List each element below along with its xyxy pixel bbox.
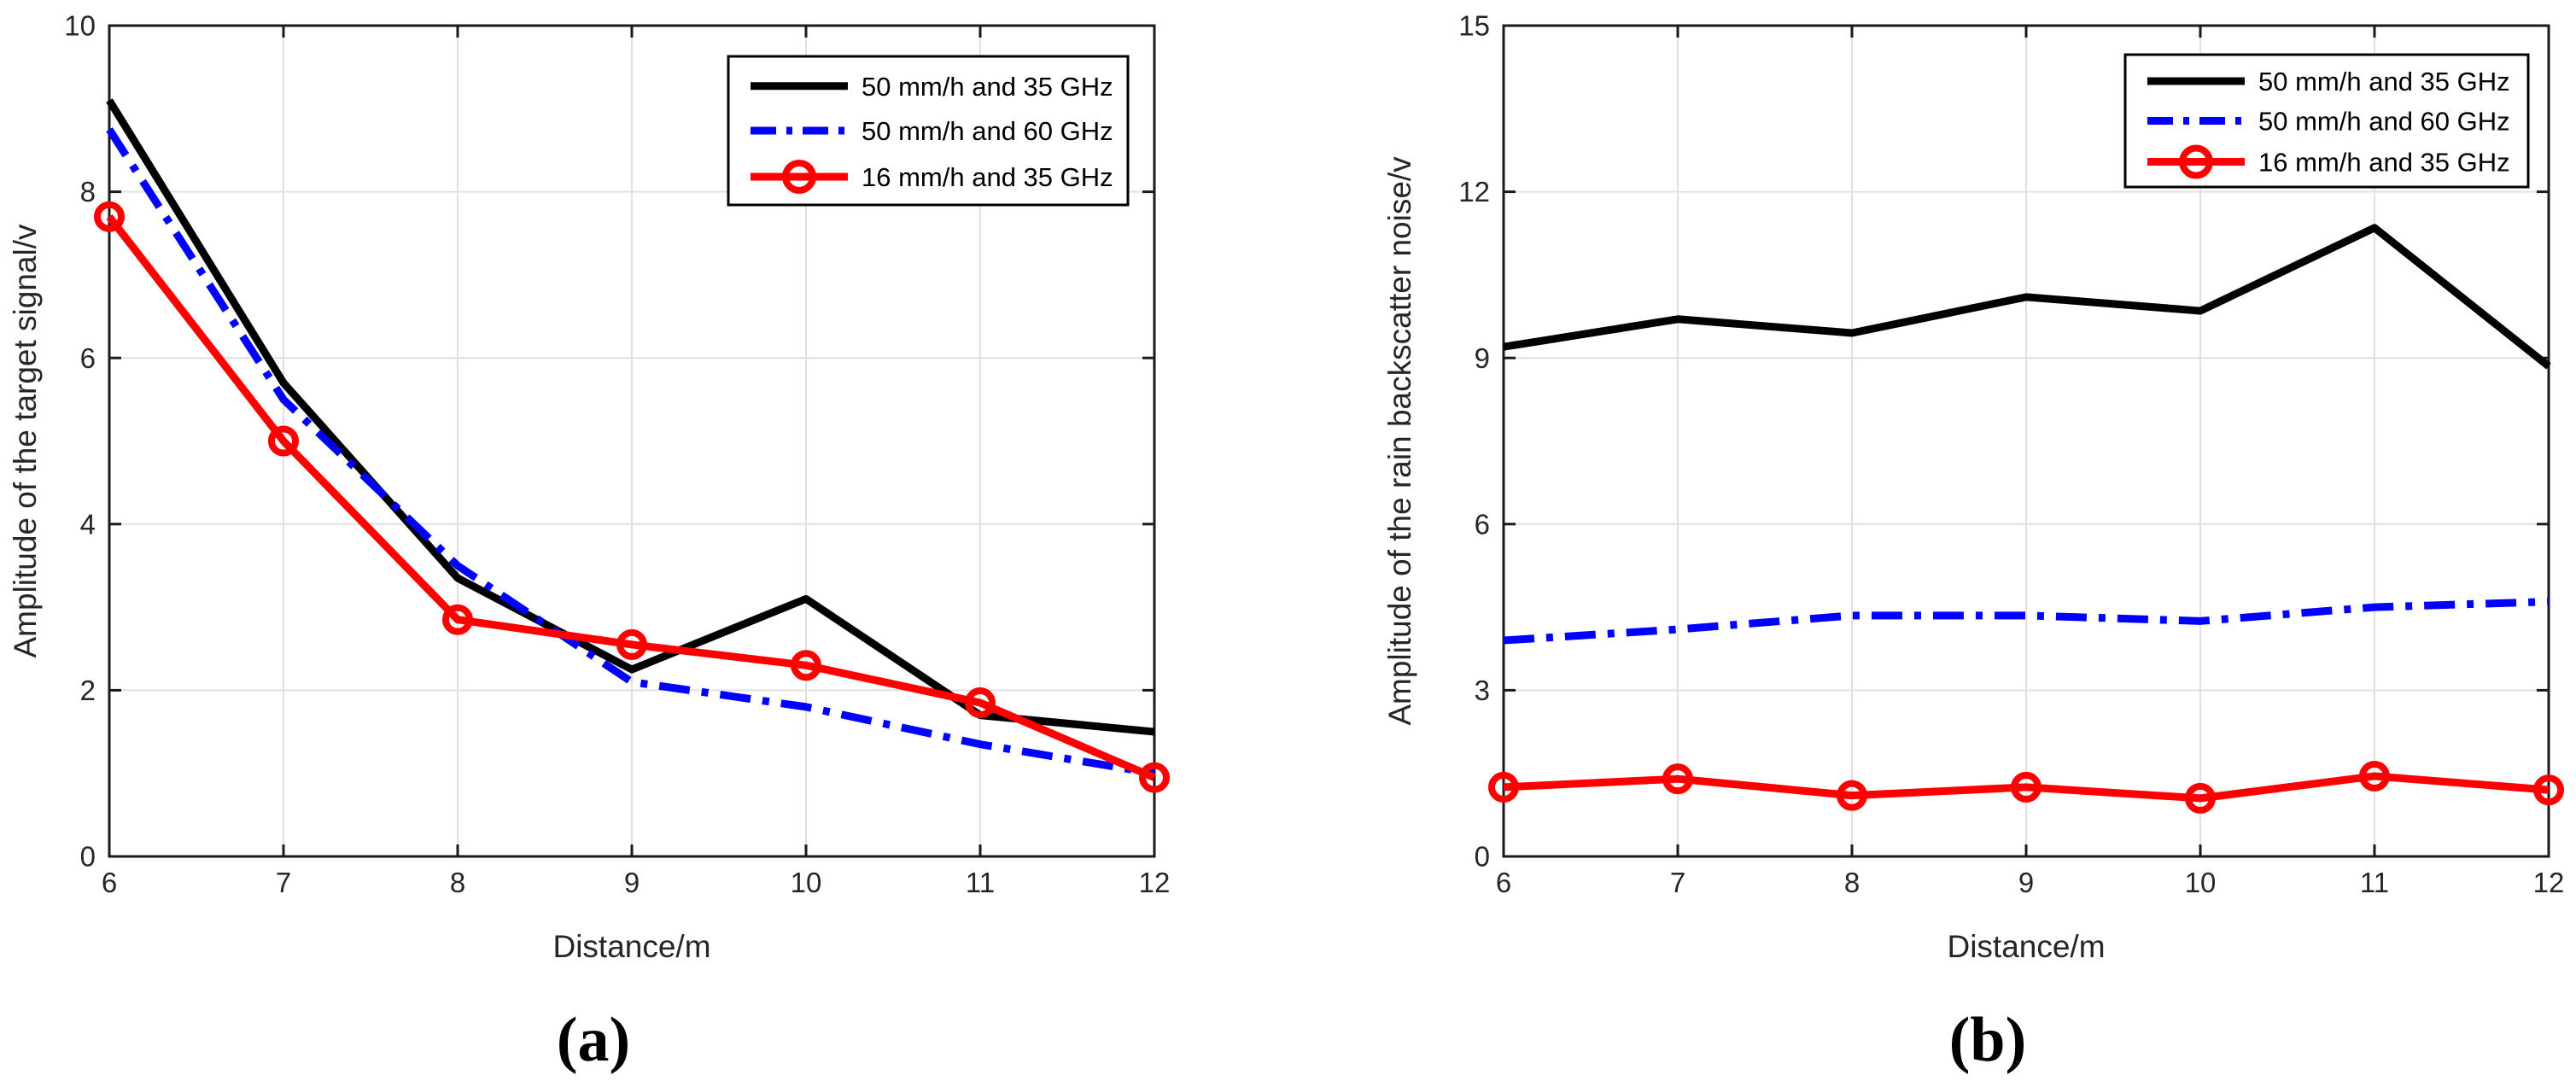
x-tick-label: 6 (102, 867, 117, 898)
series-marker (2359, 760, 2390, 792)
x-tick-label: 11 (966, 867, 995, 898)
y-tick-label: 6 (80, 342, 96, 374)
series-marker (2533, 774, 2564, 806)
x-tick-label: 8 (1844, 867, 1860, 898)
y-axis-label: Amplitude of the target signal/v (8, 224, 43, 658)
series-line-1 (106, 127, 1155, 778)
y-tick-label: 2 (80, 675, 96, 706)
series-marker (2185, 782, 2216, 814)
y-tick-label: 15 (1458, 10, 1490, 42)
series-line-2 (1503, 772, 2550, 803)
y-axis-label: Amplitude of the rain backscatter noise/… (1382, 156, 1417, 726)
series-marker (965, 687, 996, 718)
y-tick-label: 10 (64, 10, 96, 42)
y-tick-label: 8 (80, 176, 96, 207)
series-line-1 (1503, 598, 2550, 645)
series-marker (1662, 763, 1693, 795)
subplot-caption: (b) (1949, 1005, 2026, 1075)
legend-label: 50 mm/h and 35 GHz (862, 72, 1113, 102)
legend: 50 mm/h and 35 GHz 50 mm/h and 60 GHz 16 m… (2123, 53, 2530, 189)
x-axis-label: Distance/m (552, 929, 710, 964)
x-tick-label: 7 (1670, 867, 1685, 898)
plot-box (108, 24, 1156, 858)
legend-label: 16 mm/h and 35 GHz (862, 162, 1113, 192)
series-marker (94, 201, 125, 232)
series-marker (616, 628, 647, 660)
x-tick-label: 12 (1139, 867, 1171, 898)
series-marker (1488, 771, 1519, 803)
x-tick-label: 8 (450, 867, 465, 898)
subplot-caption: (a) (557, 1005, 630, 1075)
series-line-2 (106, 214, 1156, 781)
y-tick-label: 12 (1458, 176, 1490, 207)
series-marker (1837, 780, 1867, 811)
legend-label: 50 mm/h and 35 GHz (2258, 67, 2510, 96)
y-tick-label: 3 (1475, 675, 1490, 706)
x-tick-label: 6 (1496, 867, 1511, 898)
chart-a: 6 7 8 9 10 11 12 0 2 4 6 8 10 Distance/m Amplitude of … (8, 10, 1170, 1075)
plot-box (1502, 24, 2550, 858)
y-tick-label: 4 (80, 508, 96, 540)
legend-label: 50 mm/h and 60 GHz (2258, 107, 2510, 137)
series-marker (268, 425, 299, 457)
x-tick-label: 12 (2533, 867, 2565, 898)
series-line-0 (1503, 224, 2551, 370)
legend-label: 16 mm/h and 35 GHz (2258, 148, 2510, 178)
y-tick-label: 9 (1475, 342, 1490, 374)
y-tick-label: 0 (80, 841, 96, 873)
chart-b: 6 7 8 9 10 11 12 0 3 6 9 12 15 Distance/m Amplitude of… (1382, 10, 2564, 1075)
legend-sample-marker (782, 159, 816, 194)
x-tick-label: 7 (276, 867, 291, 898)
x-axis-label: Distance/m (1947, 929, 2105, 964)
x-tick-label: 10 (2185, 867, 2217, 898)
x-tick-label: 10 (791, 867, 822, 898)
legend-label: 50 mm/h and 60 GHz (862, 116, 1113, 146)
y-tick-label: 0 (1475, 841, 1490, 873)
x-tick-label: 11 (2360, 867, 2389, 898)
series-marker (2011, 771, 2042, 803)
x-tick-label: 9 (2018, 867, 2034, 898)
series-marker (1139, 762, 1170, 793)
x-tick-label: 9 (624, 867, 640, 898)
legend-sample-marker (2179, 144, 2213, 179)
legend: 50 mm/h and 35 GHz 50 mm/h and 60 GHz 16 m… (727, 55, 1130, 207)
y-tick-label: 6 (1475, 508, 1490, 540)
series-marker (442, 604, 473, 635)
series-marker (791, 650, 821, 681)
